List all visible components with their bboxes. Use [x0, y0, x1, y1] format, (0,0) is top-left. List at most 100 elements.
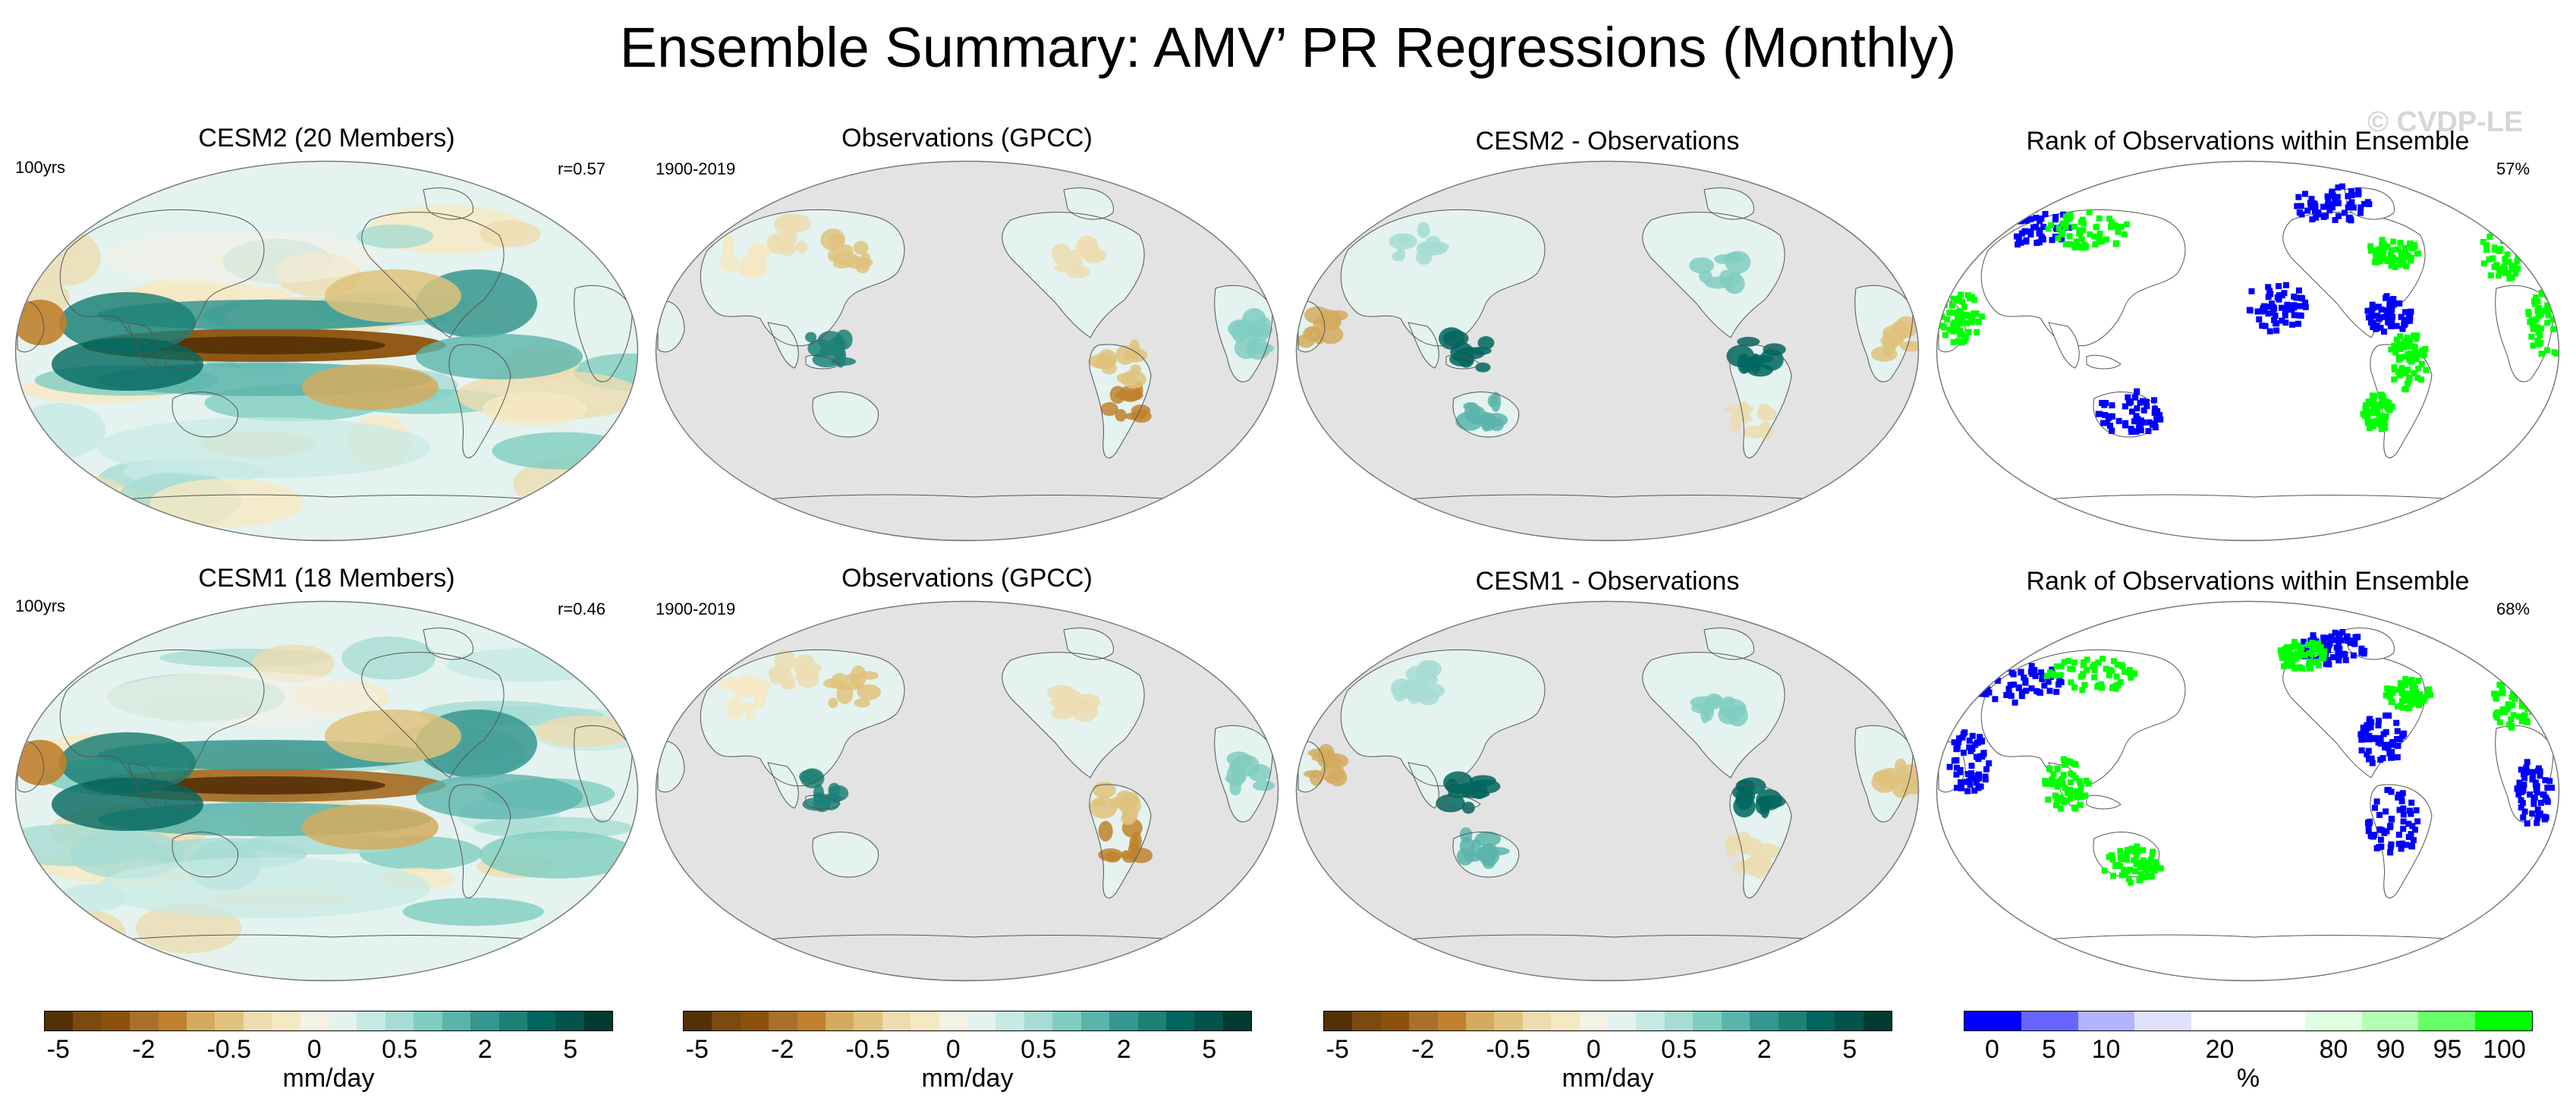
colorbar-swatch: [187, 1011, 215, 1030]
colorbar-precip-diff: [1323, 1011, 1892, 1031]
colorbar-swatch: [1551, 1011, 1580, 1030]
colorbar-swatch: [2418, 1011, 2476, 1030]
colorbar-swatch: [1352, 1011, 1381, 1030]
colorbar-swatch: [130, 1011, 159, 1030]
colorbar-tick-label: 5: [1202, 1035, 1217, 1064]
colorbar-tick-label: -2: [771, 1035, 794, 1064]
colorbar-tick-label: -0.5: [845, 1035, 891, 1064]
colorbar-rank-percent: [1964, 1011, 2533, 1031]
colorbar-swatch: [385, 1011, 414, 1030]
figure-title: Ensemble Summary: AMV’ PR Regressions (M…: [619, 16, 1957, 79]
colorbar-swatch: [73, 1011, 102, 1030]
colorbar-swatch: [1778, 1011, 1807, 1030]
colorbar-tick-label: 0.5: [1021, 1035, 1057, 1064]
colorbar-precip-obs: [683, 1011, 1252, 1031]
colorbar-tick-label: -5: [1326, 1035, 1349, 1064]
colorbar-tick-label: -5: [46, 1035, 70, 1064]
panel-title: CESM2 (20 Members): [198, 124, 455, 153]
colorbar-swatch: [1437, 1011, 1467, 1030]
colorbar-tick-label: 0.5: [382, 1035, 418, 1064]
colorbar-tick-label: 2: [1757, 1035, 1772, 1064]
colorbar-swatch: [158, 1011, 187, 1030]
colorbar-swatch: [1194, 1011, 1223, 1030]
colorbar-swatch: [1324, 1011, 1353, 1030]
colorbar-swatch: [442, 1011, 471, 1030]
panel-title: Observations (GPCC): [841, 124, 1093, 153]
colorbar-swatch: [300, 1011, 329, 1030]
colorbar-swatch: [1693, 1011, 1722, 1030]
colorbar-swatch: [2361, 1011, 2419, 1030]
colorbar-swatch: [1222, 1011, 1252, 1030]
colorbar-swatch: [329, 1011, 357, 1030]
panel-title: Observations (GPCC): [841, 564, 1093, 593]
colorbar-swatch: [1137, 1011, 1166, 1030]
map-rank-of-observations: [1936, 600, 2560, 982]
colorbar-swatch: [967, 1011, 996, 1030]
map-cesm2-regression: [14, 160, 639, 542]
colorbar-tick-label: -2: [132, 1035, 156, 1064]
map-observations-gpcc: [655, 160, 1279, 542]
colorbar-unit-label: mm/day: [282, 1064, 375, 1093]
panel-title: Rank of Observations within Ensemble: [2026, 567, 2470, 596]
colorbar-unit-label: %: [2236, 1064, 2260, 1093]
panel-title: CESM2 - Observations: [1475, 127, 1740, 156]
map-rank-of-observations: [1936, 160, 2560, 542]
colorbar-swatch: [1664, 1011, 1694, 1030]
colorbar-swatch: [995, 1011, 1024, 1030]
colorbar-swatch: [243, 1011, 272, 1030]
colorbar-swatch: [1608, 1011, 1637, 1030]
colorbar-swatch: [2077, 1011, 2135, 1030]
colorbar-swatch: [2304, 1011, 2362, 1030]
map-observations-gpcc: [655, 600, 1279, 982]
colorbar-swatch: [2134, 1011, 2192, 1030]
panel-correlation-label: r=0.46: [558, 599, 605, 618]
colorbar-swatch: [769, 1011, 797, 1030]
colorbar-tick-label: 5: [563, 1035, 578, 1064]
colorbar-swatch: [499, 1011, 527, 1030]
colorbar-swatch: [740, 1011, 769, 1030]
colorbar-tick-label: 80: [2319, 1035, 2348, 1064]
colorbar-swatch: [684, 1011, 712, 1030]
panel-period-label: 100yrs: [15, 596, 66, 615]
colorbar-swatch: [1835, 1011, 1864, 1030]
colorbar-tick-label: -0.5: [1486, 1035, 1531, 1064]
colorbar-swatch: [215, 1011, 244, 1030]
colorbar-swatch: [882, 1011, 911, 1030]
colorbar-swatch: [2021, 1011, 2078, 1030]
panel-rank-percent: 57%: [2496, 159, 2530, 178]
colorbar-swatch: [1052, 1011, 1081, 1030]
colorbar-swatch: [854, 1011, 882, 1030]
colorbar-swatch: [1165, 1011, 1195, 1030]
panel-title: Rank of Observations within Ensemble: [2026, 127, 2470, 156]
map-cesm1-regression: [14, 600, 639, 982]
colorbar-tick-label: 10: [2091, 1035, 2121, 1064]
colorbar-swatch: [712, 1011, 741, 1030]
colorbar-swatch: [1080, 1011, 1110, 1030]
colorbar-unit-label: mm/day: [921, 1064, 1014, 1093]
colorbar-swatch: [1380, 1011, 1410, 1030]
colorbar-tick-label: 5: [1842, 1035, 1857, 1064]
panel-rank-percent: 68%: [2496, 599, 2530, 618]
colorbar-swatch: [2247, 1011, 2305, 1030]
colorbar-swatch: [101, 1011, 131, 1030]
colorbar-tick-label: -5: [685, 1035, 709, 1064]
colorbar-tick-label: 90: [2376, 1035, 2405, 1064]
colorbar-tick-label: -0.5: [206, 1035, 252, 1064]
colorbar-tick-label: 2: [477, 1035, 492, 1064]
colorbar-unit-label: mm/day: [1562, 1064, 1654, 1093]
colorbar-swatch: [1579, 1011, 1609, 1030]
colorbar-swatch: [45, 1011, 74, 1030]
colorbar-tick-label: 0: [1586, 1035, 1601, 1064]
colorbar-tick-label: 2: [1116, 1035, 1131, 1064]
colorbar-swatch: [1750, 1011, 1779, 1030]
map-cesm2-minus-observations: [1295, 160, 1920, 542]
colorbar-tick-label: 100: [2483, 1035, 2526, 1064]
colorbar-swatch: [1721, 1011, 1750, 1030]
panel-period-label: 1900-2019: [656, 599, 736, 618]
colorbar-swatch: [1636, 1011, 1665, 1030]
colorbar-swatch: [826, 1011, 854, 1030]
colorbar-swatch: [2475, 1011, 2532, 1030]
colorbar-swatch: [357, 1011, 385, 1030]
colorbar-swatch: [2191, 1011, 2248, 1030]
colorbar-swatch: [272, 1011, 300, 1030]
